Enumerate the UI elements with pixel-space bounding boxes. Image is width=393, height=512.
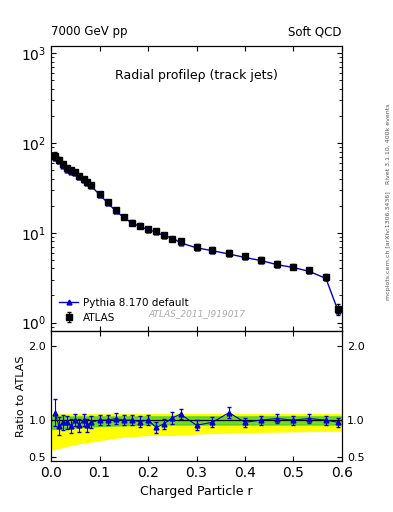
Pythia 8.170 default: [77, 174, 82, 180]
Pythia 8.170 default: [121, 215, 126, 221]
Pythia 8.170 default: [162, 233, 166, 239]
Pythia 8.170 default: [154, 229, 159, 235]
Pythia 8.170 default: [242, 254, 247, 261]
X-axis label: Charged Particle r: Charged Particle r: [140, 485, 253, 498]
Pythia 8.170 default: [65, 167, 70, 173]
Pythia 8.170 default: [210, 248, 215, 254]
Pythia 8.170 default: [170, 234, 174, 241]
Text: ATLAS_2011_I919017: ATLAS_2011_I919017: [148, 310, 245, 318]
Pythia 8.170 default: [69, 168, 74, 175]
Pythia 8.170 default: [336, 308, 340, 314]
Text: 7000 GeV pp: 7000 GeV pp: [51, 26, 128, 38]
Pythia 8.170 default: [61, 162, 66, 168]
Pythia 8.170 default: [178, 240, 183, 246]
Legend: Pythia 8.170 default, ATLAS: Pythia 8.170 default, ATLAS: [56, 294, 192, 326]
Pythia 8.170 default: [307, 268, 312, 274]
Pythia 8.170 default: [291, 264, 296, 270]
Text: Rivet 3.1.10, 400k events: Rivet 3.1.10, 400k events: [386, 103, 391, 184]
Pythia 8.170 default: [146, 227, 151, 233]
Pythia 8.170 default: [81, 177, 86, 183]
Pythia 8.170 default: [113, 208, 118, 214]
Pythia 8.170 default: [275, 262, 280, 268]
Pythia 8.170 default: [73, 170, 78, 176]
Y-axis label: Ratio to ATLAS: Ratio to ATLAS: [16, 355, 26, 437]
Pythia 8.170 default: [130, 220, 134, 226]
Pythia 8.170 default: [138, 223, 142, 229]
Pythia 8.170 default: [323, 275, 328, 282]
Pythia 8.170 default: [85, 180, 90, 186]
Pythia 8.170 default: [89, 183, 94, 189]
Text: Radial profileρ (track jets): Radial profileρ (track jets): [115, 69, 278, 82]
Text: mcplots.cern.ch [arXiv:1306.3436]: mcplots.cern.ch [arXiv:1306.3436]: [386, 191, 391, 300]
Pythia 8.170 default: [105, 200, 110, 206]
Pythia 8.170 default: [259, 258, 263, 264]
Pythia 8.170 default: [57, 158, 61, 164]
Text: Soft QCD: Soft QCD: [288, 26, 342, 38]
Pythia 8.170 default: [53, 155, 57, 161]
Line: Pythia 8.170 default: Pythia 8.170 default: [53, 156, 340, 313]
Pythia 8.170 default: [194, 245, 199, 251]
Pythia 8.170 default: [227, 251, 231, 257]
Pythia 8.170 default: [97, 191, 102, 198]
